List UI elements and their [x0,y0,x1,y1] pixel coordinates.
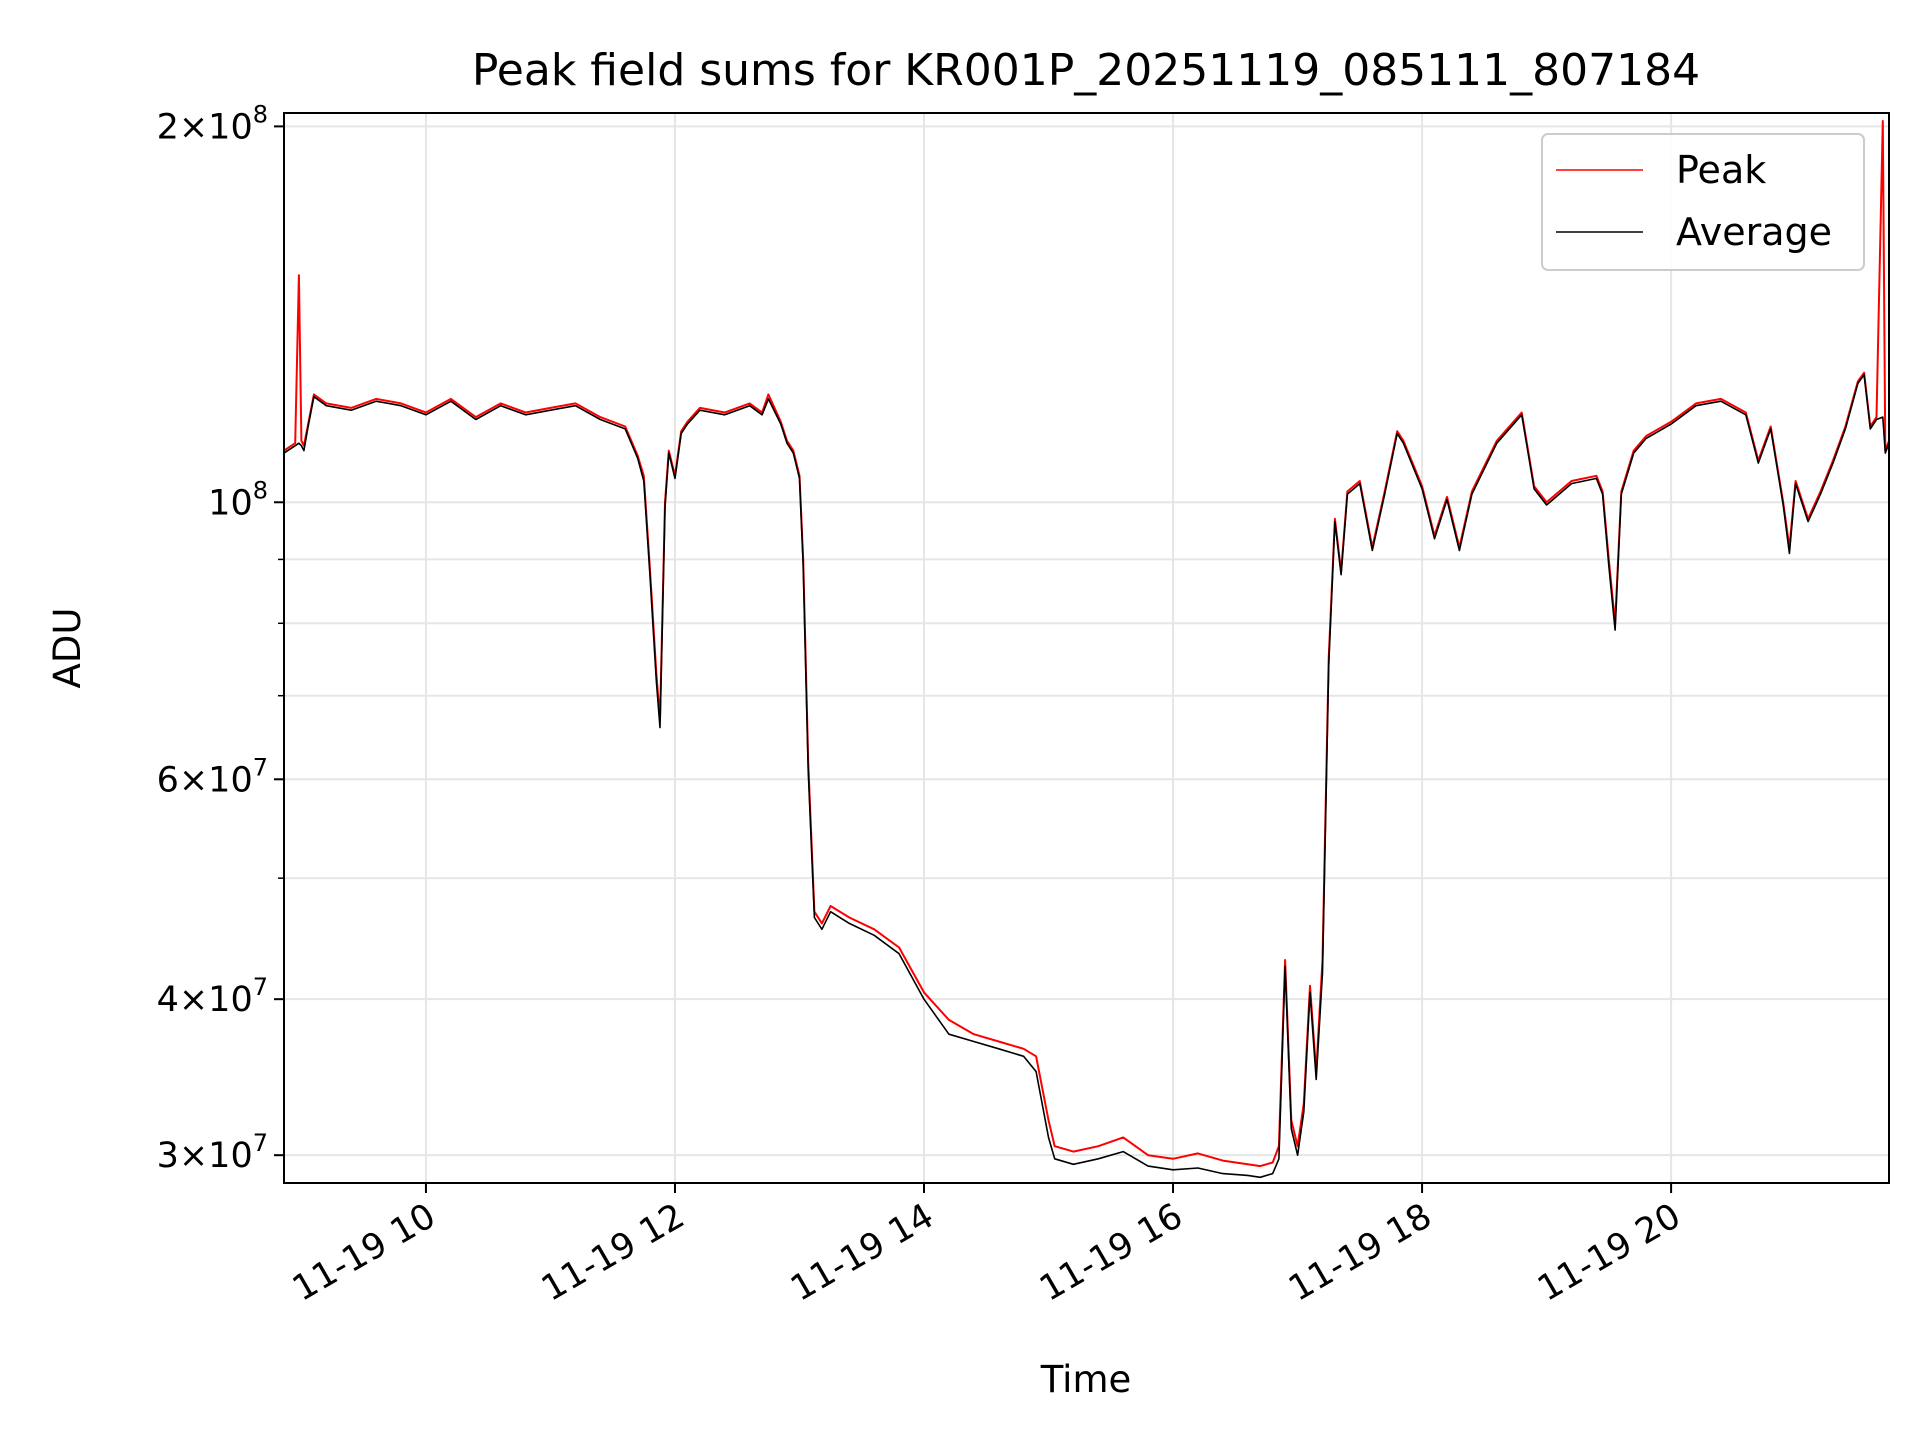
legend-average-label: Average [1676,210,1832,254]
y-tick-label: 6×107 [157,753,268,800]
plot-frame [283,112,1890,1184]
legend-peak-label: Peak [1676,148,1766,192]
legend: Peak Average [1541,133,1865,271]
y-tick-label: 108 [208,476,268,523]
chart-title: Peak field sums for KR001P_20251119_0851… [472,45,1700,96]
legend-box [1541,133,1865,271]
y-axis-label: ADU [46,608,89,689]
series-line-peak [283,120,1890,1168]
series-layer [283,120,1890,1179]
grid [284,113,1889,1183]
y-tick-label: 4×107 [157,973,268,1020]
y-tick-label: 3×107 [157,1129,268,1176]
y-tick-label: 2×108 [157,100,268,147]
series-line-average [283,373,1890,1179]
x-axis-label: Time [1040,1358,1132,1401]
